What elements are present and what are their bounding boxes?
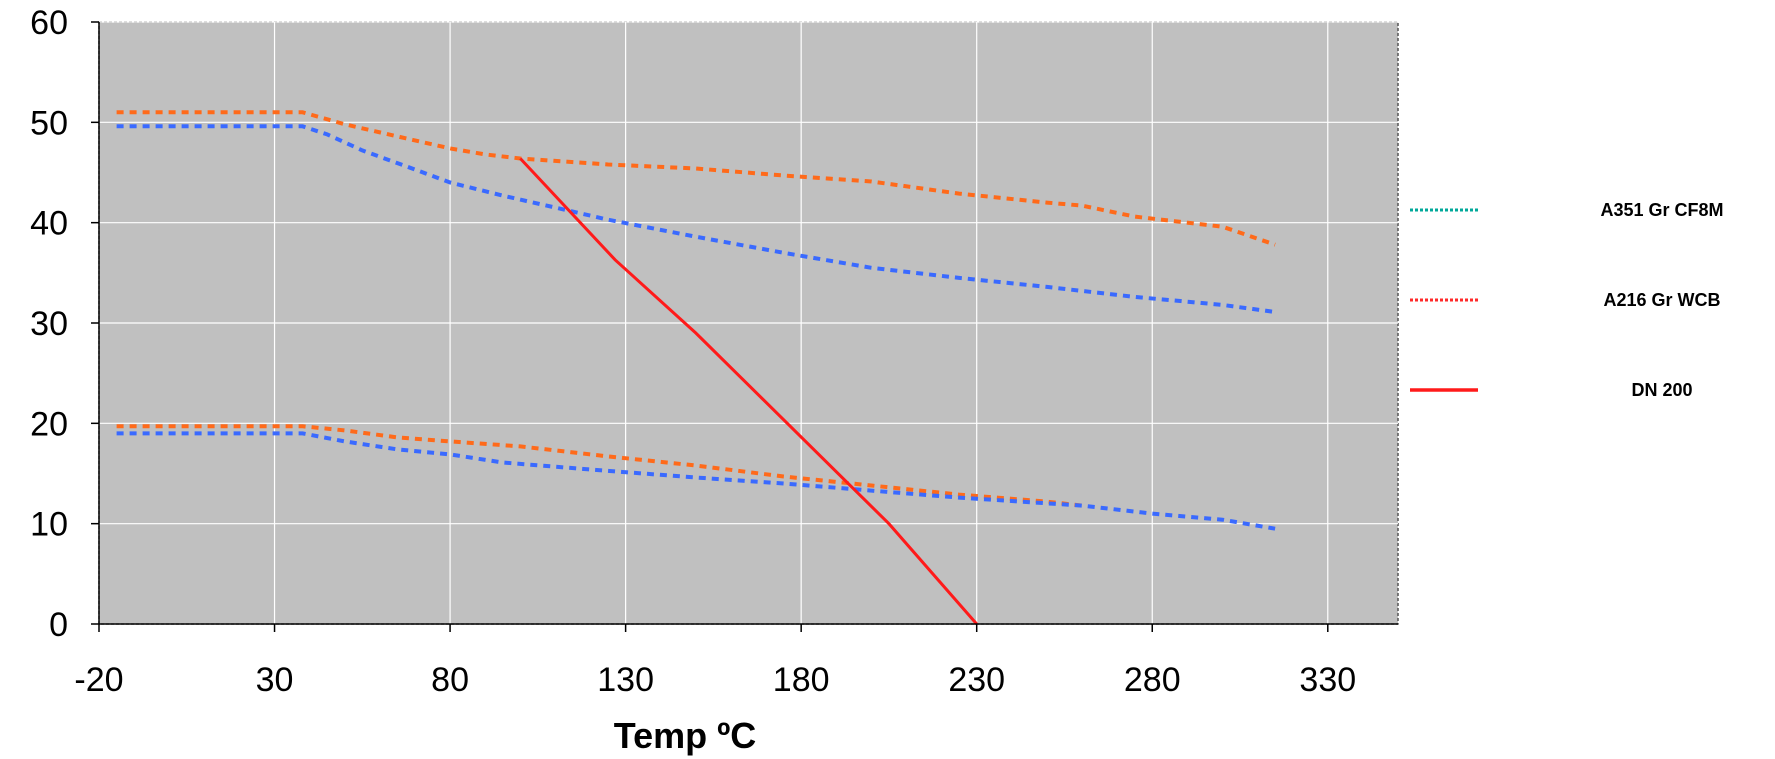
series-line-1 bbox=[116, 110, 1276, 247]
y-tick-label: 30 bbox=[30, 305, 68, 343]
y-tick-label: 60 bbox=[30, 4, 68, 42]
series-line-5 bbox=[519, 157, 978, 625]
legend-label: DN 200 bbox=[1631, 380, 1692, 400]
legend-label: A216 Gr WCB bbox=[1603, 290, 1720, 310]
x-tick-label: 230 bbox=[948, 661, 1005, 699]
y-tick-label: 50 bbox=[30, 104, 68, 142]
x-tick-label: 130 bbox=[597, 661, 654, 699]
y-tick-label: 40 bbox=[30, 205, 68, 243]
x-tick-labels: -20 30 80 130 180 230 280 330 bbox=[74, 661, 1356, 699]
y-tick-labels: 0 10 20 30 40 50 60 bbox=[30, 4, 68, 644]
x-tick-label: 30 bbox=[256, 661, 294, 699]
legend: A351 Gr CF8M A216 Gr WCB DN 200 bbox=[1410, 200, 1724, 400]
axes bbox=[91, 21, 1398, 632]
x-tick-label: 330 bbox=[1299, 661, 1356, 699]
series-line-4 bbox=[116, 431, 1276, 531]
series-line-3 bbox=[116, 424, 1083, 508]
x-tick-label: 80 bbox=[431, 661, 469, 699]
x-axis-title: Temp ºC bbox=[614, 715, 757, 756]
x-tick-label: -20 bbox=[74, 661, 123, 699]
x-tick-label: 280 bbox=[1124, 661, 1181, 699]
y-tick-label: 10 bbox=[30, 506, 68, 544]
x-tick-label: 180 bbox=[773, 661, 830, 699]
y-tick-label: 20 bbox=[30, 405, 68, 443]
series-layer bbox=[116, 110, 1276, 625]
y-tick-label: 0 bbox=[49, 606, 68, 644]
series-line-2 bbox=[116, 124, 1276, 314]
legend-label: A351 Gr CF8M bbox=[1600, 200, 1723, 220]
